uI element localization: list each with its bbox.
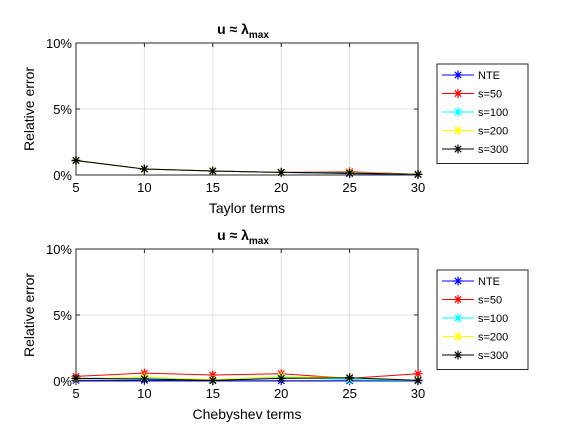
- chart-panel-1: 5 10 15 20 25 30 0% 5% 10% Taylor terms Relative e…: [21, 21, 529, 216]
- data-point: [71, 155, 81, 165]
- x-tick-label: 30: [411, 386, 425, 401]
- chart-title: u ≈ λmax: [217, 21, 269, 41]
- x-axis-label: Taylor terms: [209, 200, 285, 216]
- x-tick-label: 25: [342, 386, 356, 401]
- x-tick-label: 15: [206, 180, 220, 195]
- legend-entry-label: NTE: [478, 276, 500, 288]
- y-tick-label: 10%: [46, 242, 72, 257]
- data-point: [345, 168, 355, 178]
- data-point: [139, 374, 149, 384]
- y-axis-label: Relative error: [21, 67, 37, 151]
- legend-entry-label: s=300: [478, 350, 508, 362]
- y-axis-label: Relative error: [21, 273, 37, 357]
- x-tick-label: 20: [274, 386, 288, 401]
- x-tick-label: 5: [72, 386, 79, 401]
- x-tick-label: 25: [342, 180, 356, 195]
- series-line-s-300: [75, 377, 419, 381]
- legend-marker: [453, 295, 463, 304]
- legend-marker: [453, 107, 463, 117]
- legend-marker: [453, 313, 463, 323]
- x-tick-label: 20: [274, 180, 288, 195]
- data-point: [345, 373, 355, 383]
- data-point: [208, 166, 218, 176]
- data-point: [413, 369, 423, 379]
- data-point: [71, 373, 81, 383]
- legend-entry-label: s=300: [478, 144, 508, 156]
- legend-marker: [453, 350, 463, 360]
- series-line-s-300: [75, 159, 419, 175]
- y-tick-label: 5%: [53, 102, 72, 117]
- chart-panel-2: 5 10 15 20 25 30 0% 5% 10% Chebyshev terms Relativ…: [21, 227, 529, 422]
- legend: NTE s=50 s=100 s=200 s=300: [436, 63, 529, 164]
- data-point: [276, 373, 286, 383]
- data-point: [208, 370, 218, 380]
- legend-marker: [453, 70, 463, 80]
- legend-entry-label: s=50: [478, 89, 502, 101]
- data-point: [208, 375, 218, 385]
- legend: NTE s=50 s=100 s=200 s=300: [436, 269, 529, 370]
- legend-marker: [453, 276, 463, 286]
- legend-marker: [453, 144, 463, 154]
- legend-box: [436, 63, 529, 164]
- legend-box: [436, 269, 529, 370]
- x-tick-label: 10: [137, 180, 151, 195]
- chart-title-subscript: max: [249, 236, 269, 247]
- x-tick-label: 30: [411, 180, 425, 195]
- legend-entry-label: s=100: [478, 107, 508, 119]
- data-point: [413, 169, 423, 179]
- legend-marker: [453, 89, 463, 98]
- chart-title-main: u ≈ λ: [217, 227, 249, 243]
- legend-marker: [453, 126, 463, 135]
- y-tick-label: 5%: [53, 308, 72, 323]
- x-tick-label: 5: [72, 180, 79, 195]
- chart-title-main: u ≈ λ: [217, 21, 249, 37]
- x-tick-label: 10: [137, 386, 151, 401]
- data-point: [413, 375, 423, 385]
- y-tick-label: 10%: [46, 36, 72, 51]
- legend-marker: [453, 332, 463, 341]
- x-axis-label: Chebyshev terms: [193, 406, 302, 422]
- legend-entry-label: s=200: [478, 332, 508, 344]
- data-point: [276, 167, 286, 177]
- y-tick-label: 0%: [53, 374, 72, 389]
- legend-entry-label: NTE: [478, 70, 500, 82]
- series-line-s-50: [75, 372, 419, 379]
- chart-title: u ≈ λmax: [217, 227, 269, 247]
- legend-entry-label: s=50: [478, 295, 502, 307]
- data-point: [139, 164, 149, 174]
- y-tick-label: 0%: [53, 168, 72, 183]
- legend-entry-label: s=100: [478, 313, 508, 325]
- x-tick-label: 15: [206, 386, 220, 401]
- chart-title-subscript: max: [249, 30, 269, 41]
- legend-entry-label: s=200: [478, 126, 508, 138]
